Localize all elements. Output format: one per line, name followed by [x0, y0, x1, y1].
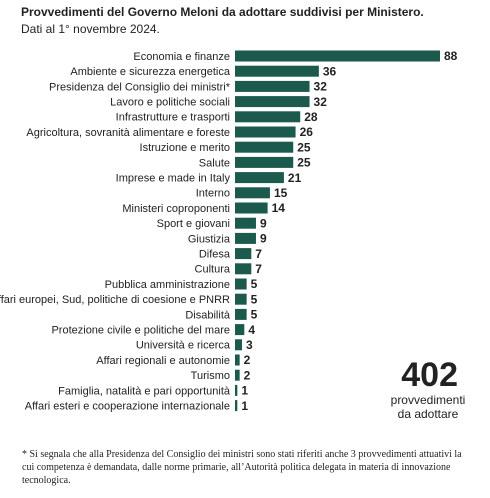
bar — [235, 172, 284, 184]
bar — [235, 400, 238, 412]
value-label: 32 — [314, 80, 328, 94]
value-label: 88 — [444, 49, 458, 63]
bar — [235, 308, 247, 320]
bar — [235, 278, 247, 290]
bar — [235, 202, 268, 214]
value-label: 7 — [255, 262, 262, 276]
category-label: Turismo — [191, 370, 230, 382]
category-label: Ambiente e sicurezza energetica — [70, 66, 230, 78]
category-label: Agricoltura, sovranità alimentare e fore… — [26, 127, 230, 139]
value-label: 25 — [297, 140, 311, 154]
bar — [235, 96, 310, 108]
bar — [235, 111, 301, 123]
chart: Provvedimenti del Governo Meloni da adot… — [0, 5, 466, 421]
category-label: Interno — [196, 188, 230, 200]
value-label: 28 — [304, 110, 318, 124]
bar — [235, 187, 270, 199]
category-label: Cultura — [195, 264, 231, 276]
category-label: Economia e finanze — [133, 51, 230, 63]
total-label: provvedimenti — [391, 393, 466, 407]
category-label: Pubblica amministrazione — [105, 279, 230, 291]
category-label: Difesa — [199, 249, 231, 261]
category-label: Affari esteri e cooperazione internazion… — [25, 401, 230, 413]
bar — [235, 156, 294, 168]
bar — [235, 50, 440, 62]
value-label: 2 — [244, 368, 251, 382]
bar — [235, 248, 252, 260]
value-label: 4 — [248, 323, 255, 337]
bar — [235, 369, 240, 381]
bar — [235, 354, 240, 366]
value-label: 25 — [297, 156, 311, 170]
bar — [235, 324, 245, 336]
value-label: 9 — [260, 216, 267, 230]
category-label: Imprese e made in Italy — [116, 173, 231, 185]
bar — [235, 293, 247, 305]
bar — [235, 263, 252, 275]
bar — [235, 232, 256, 244]
total-value: 402 — [401, 356, 458, 394]
bar — [235, 65, 319, 77]
category-label: Famiglia, natalità e pari opportunità — [58, 385, 231, 397]
value-label: 9 — [260, 232, 267, 246]
category-label: Infrastrutture e trasporti — [116, 112, 230, 124]
category-label: Istruzione e merito — [140, 142, 230, 154]
value-label: 32 — [314, 95, 328, 109]
value-label: 1 — [241, 399, 248, 413]
category-label: Protezione civile e politiche del mare — [51, 325, 230, 337]
value-label: 15 — [274, 186, 288, 200]
category-label: Presidenza del Consiglio dei ministri* — [49, 81, 231, 93]
bar — [235, 339, 242, 351]
value-label: 5 — [251, 277, 258, 291]
category-label: Affari regionali e autonomie — [96, 355, 230, 367]
value-label: 1 — [241, 384, 248, 398]
value-label: 21 — [288, 171, 302, 185]
category-label: Giustizia — [188, 233, 231, 245]
value-label: 36 — [323, 64, 337, 78]
value-label: 5 — [251, 292, 258, 306]
value-label: 5 — [251, 308, 258, 322]
value-label: 14 — [272, 201, 286, 215]
value-label: 26 — [300, 125, 314, 139]
footnote: * Si segnala che alla Presidenza del Con… — [22, 449, 462, 486]
bar — [235, 126, 296, 138]
chart-title: Provvedimenti del Governo Meloni da adot… — [21, 5, 424, 19]
category-label: Affari europei, Sud, politiche di coesio… — [0, 294, 230, 306]
bar — [235, 141, 294, 153]
value-label: 3 — [246, 338, 253, 352]
category-label: Lavoro e politiche sociali — [110, 97, 230, 109]
category-label: Sport e giovani — [157, 218, 230, 230]
category-label: Disabilità — [185, 309, 231, 321]
bar — [235, 217, 256, 229]
total-label: da adottare — [398, 407, 459, 421]
bar — [235, 80, 310, 92]
category-label: Salute — [199, 157, 230, 169]
value-label: 2 — [244, 353, 251, 367]
category-label: Università e ricerca — [136, 340, 231, 352]
bar — [235, 384, 238, 396]
category-label: Ministeri coproponenti — [122, 203, 230, 215]
value-label: 7 — [255, 247, 262, 261]
chart-subtitle: Dati al 1° novembre 2024. — [21, 22, 160, 36]
